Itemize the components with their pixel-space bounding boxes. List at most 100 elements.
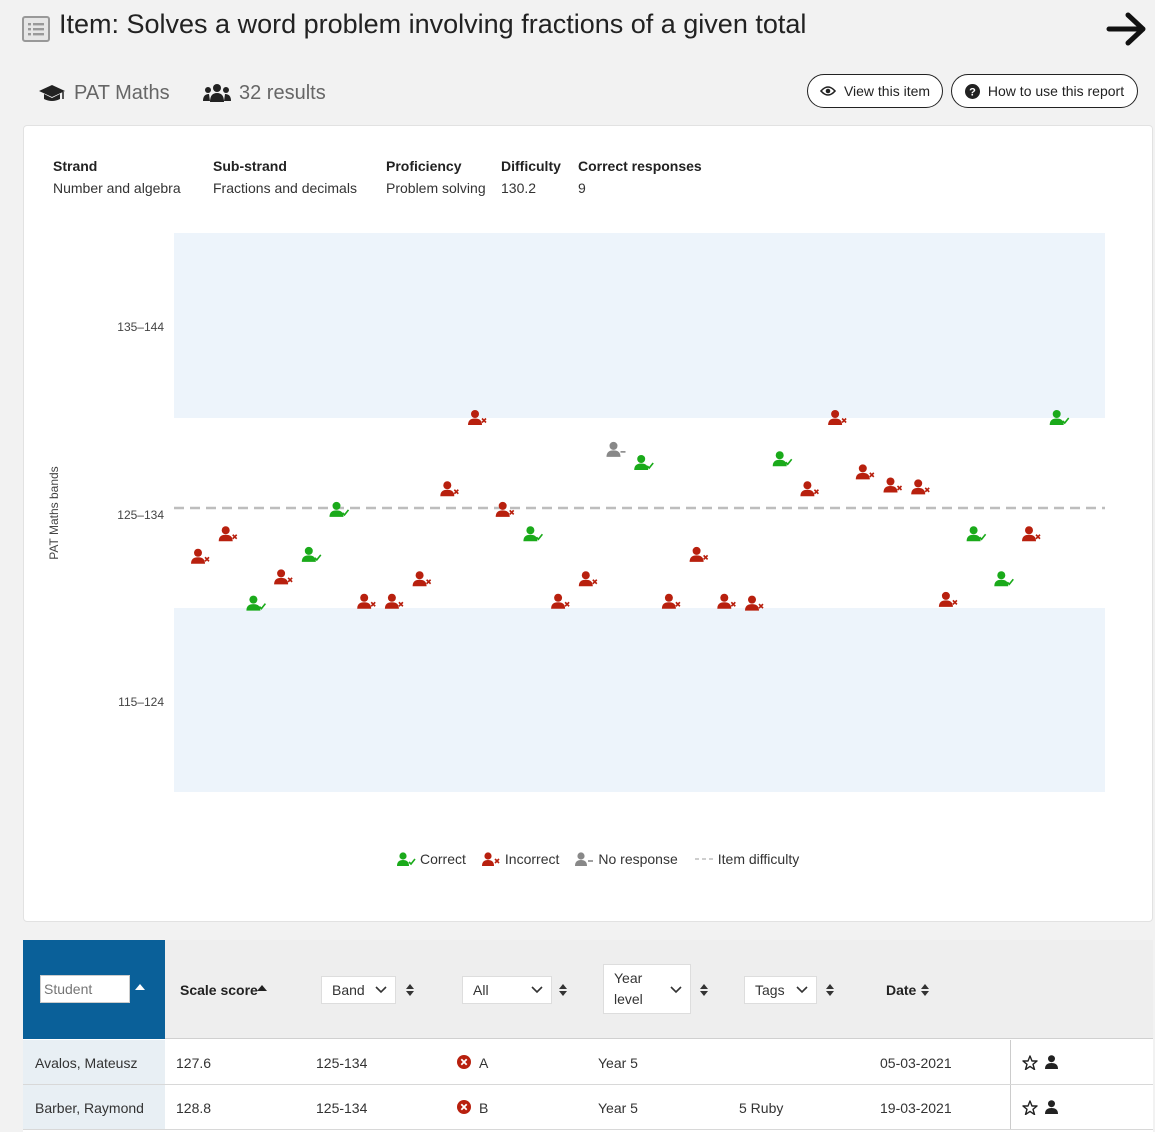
info-strand: Strand Number and algebra <box>53 158 181 196</box>
list-report-icon <box>22 16 50 42</box>
view-item-label: View this item <box>843 83 931 99</box>
table-header: Scale score Band All Year level Tags Dat… <box>23 940 1153 1039</box>
student-name-cell: Avalos, Mateusz <box>23 1040 165 1084</box>
star-icon[interactable] <box>1022 1100 1038 1115</box>
info-value: Problem solving <box>386 180 486 196</box>
info-label: Correct responses <box>578 158 702 174</box>
sort-icon[interactable] <box>405 983 415 997</box>
results-text: 32 results <box>239 81 326 104</box>
info-value: Number and algebra <box>53 180 181 196</box>
row-actions <box>1010 1040 1154 1084</box>
page-title: Item: Solves a word problem involving fr… <box>59 9 807 39</box>
view-item-button[interactable]: View this item <box>807 74 943 108</box>
scale-score-cell: 128.8 <box>176 1100 212 1116</box>
dashed-line-icon <box>694 858 713 860</box>
sort-icon[interactable] <box>825 983 835 997</box>
legend-no-response: No response <box>575 851 678 867</box>
table-row[interactable]: Barber, Raymond 128.8 125-134 B Year 5 5… <box>23 1085 1153 1130</box>
info-value: 9 <box>578 180 586 196</box>
item-report-card <box>23 125 1153 922</box>
legend-item-difficulty-label: Item difficulty <box>717 851 800 867</box>
chevron-down-icon <box>375 986 387 994</box>
subject-text: PAT Maths <box>74 81 170 104</box>
sort-icon[interactable] <box>699 983 709 997</box>
year-level-cell: Year 5 <box>598 1100 638 1116</box>
arrow-right-icon[interactable] <box>1106 10 1148 48</box>
sort-icon[interactable] <box>920 983 930 997</box>
student-search-input[interactable] <box>40 975 130 1003</box>
student-name[interactable]: Barber, Raymond <box>35 1100 144 1116</box>
info-sub-strand: Sub-strand Fractions and decimals <box>213 158 357 196</box>
incorrect-circle-icon <box>457 1055 471 1069</box>
legend-correct: Correct <box>397 851 466 867</box>
sort-asc-icon[interactable] <box>135 984 145 990</box>
how-to-use-button[interactable]: ? How to use this report <box>951 74 1138 108</box>
how-to-use-label: How to use this report <box>987 83 1125 99</box>
user-icon[interactable] <box>1045 1100 1058 1114</box>
answer-cell: A <box>479 1055 489 1071</box>
tags-select[interactable]: Tags <box>744 976 817 1004</box>
info-label: Sub-strand <box>213 158 287 174</box>
star-icon[interactable] <box>1022 1055 1038 1070</box>
scale-score-cell: 127.6 <box>176 1055 212 1071</box>
tags-cell: 5 Ruby <box>739 1100 784 1116</box>
band-label-135-144: 135–144 <box>117 320 164 334</box>
results-table: Scale score Band All Year level Tags Dat… <box>23 940 1153 1132</box>
sort-icon[interactable] <box>558 983 568 997</box>
user-minus-icon <box>575 852 594 866</box>
student-name-cell: Barber, Raymond <box>23 1085 165 1129</box>
user-times-icon <box>481 852 500 866</box>
info-value: Fractions and decimals <box>213 180 357 196</box>
chevron-down-icon <box>796 986 808 994</box>
user-icon[interactable] <box>1045 1055 1058 1069</box>
graduation-cap-icon <box>39 85 65 101</box>
year-level-cell: Year 5 <box>598 1055 638 1071</box>
y-axis-title: PAT Maths bands <box>47 466 61 560</box>
response-filter-label: All <box>473 982 489 998</box>
info-proficiency: Proficiency Problem solving <box>386 158 486 196</box>
student-name[interactable]: Avalos, Mateusz <box>35 1055 138 1071</box>
chart-legend: Correct Incorrect No response Item diffi… <box>397 851 815 867</box>
band-label-125-134: 125–134 <box>117 508 164 522</box>
info-correct-responses: Correct responses 9 <box>578 158 702 196</box>
year-level-label-line2: level <box>614 991 643 1007</box>
response-filter-select[interactable]: All <box>462 976 552 1004</box>
legend-incorrect-label: Incorrect <box>504 851 560 867</box>
info-label: Proficiency <box>386 158 462 174</box>
chevron-down-icon <box>670 986 682 994</box>
sort-asc-icon[interactable] <box>257 985 267 991</box>
legend-incorrect: Incorrect <box>481 851 560 867</box>
band-cell: 125-134 <box>316 1100 368 1116</box>
info-difficulty: Difficulty 130.2 <box>501 158 561 196</box>
band-select-label: Band <box>332 982 365 998</box>
info-value: 130.2 <box>501 180 537 196</box>
date-cell: 19-03-2021 <box>880 1100 952 1116</box>
year-level-select[interactable]: Year level <box>603 964 691 1014</box>
student-header <box>23 940 165 1039</box>
scale-score-label: Scale score <box>180 982 258 998</box>
legend-item-difficulty: Item difficulty <box>694 851 799 867</box>
year-level-label-line1: Year <box>614 970 643 986</box>
date-label: Date <box>886 982 917 998</box>
legend-no-response-label: No response <box>598 851 678 867</box>
scale-score-header[interactable]: Scale score <box>180 982 258 998</box>
tags-select-label: Tags <box>755 982 785 998</box>
band-cell: 125-134 <box>316 1055 368 1071</box>
date-cell: 05-03-2021 <box>880 1055 952 1071</box>
eye-icon <box>819 86 836 96</box>
user-check-icon <box>397 852 416 866</box>
info-label: Difficulty <box>501 158 561 174</box>
band-label-115-124: 115–124 <box>118 695 164 709</box>
legend-correct-label: Correct <box>420 851 466 867</box>
row-actions <box>1010 1085 1154 1129</box>
svg-text:?: ? <box>969 86 976 98</box>
chevron-down-icon <box>531 986 543 994</box>
answer-cell: B <box>479 1100 489 1116</box>
info-label: Strand <box>53 158 98 174</box>
incorrect-circle-icon <box>457 1100 471 1114</box>
results-count: 32 results <box>203 79 326 107</box>
band-select[interactable]: Band <box>321 976 396 1004</box>
date-header[interactable]: Date <box>886 982 916 998</box>
question-circle-icon: ? <box>964 83 980 99</box>
table-row[interactable]: Avalos, Mateusz 127.6 125-134 A Year 5 0… <box>23 1040 1153 1085</box>
